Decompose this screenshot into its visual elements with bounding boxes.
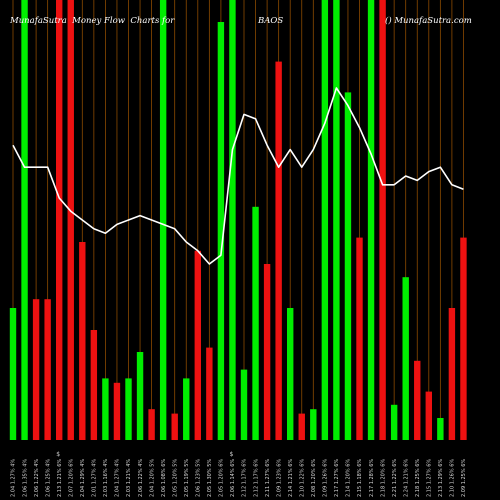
x-axis-label: 2.09 1.23% 6%	[276, 459, 282, 497]
bar-green	[125, 378, 132, 440]
bar-green	[367, 0, 375, 440]
bar-red	[460, 237, 467, 440]
x-axis-label: 2.13 1.21% 6%	[57, 459, 63, 497]
money-flow-bars	[9, 0, 467, 441]
x-axis-label: 2.01 1.27% 4%	[92, 459, 98, 497]
date-marker: $	[229, 451, 233, 458]
bar-red	[32, 299, 40, 440]
x-axis-label: 2.04 1.27% 4%	[11, 459, 17, 497]
bar-red	[44, 299, 51, 440]
bar-red	[298, 413, 305, 440]
bar-green	[159, 0, 167, 440]
x-axis-label: 2.06 1.08% 6%	[161, 459, 167, 497]
bar-green	[321, 0, 329, 440]
x-axis-label: 2.05 1.30% 5%	[207, 459, 213, 497]
x-axis-label: 2.09 1.26% 6%	[323, 459, 329, 497]
x-axis-label: 2.05 1.20% 5%	[172, 459, 178, 497]
x-axis-label: 2.04 1.27% 4%	[115, 459, 121, 497]
bar-red	[67, 0, 74, 440]
x-axis-label: 2.06 1.22% 4%	[34, 459, 40, 497]
x-axis-label: 2.07 1.20% 6%	[68, 459, 74, 497]
bar-green	[252, 206, 259, 440]
x-axis-label: 2.03 1.16% 4%	[103, 459, 109, 497]
bar-red	[113, 382, 121, 440]
x-axis-label: 2.05 1.19% 5%	[184, 459, 190, 497]
x-axis-label: 2.04 1.29% 4%	[80, 459, 86, 497]
bar-red	[206, 347, 213, 440]
x-axis-label: 2.13 1.29% 6%	[438, 459, 444, 497]
x-axis-label: 2.24 1.21% 6%	[403, 459, 409, 497]
bar-green	[344, 92, 352, 441]
bar-green	[183, 378, 190, 440]
x-axis-label: 2.03 1.21% 4%	[126, 459, 132, 497]
x-axis-label: 2.06 1.22% 4%	[138, 459, 144, 497]
bar-red	[171, 413, 178, 440]
x-axis-label: 2.17 1.27% 6%	[334, 459, 340, 497]
x-axis-labels: 2.04 1.27% 4% 2.06 1.35% 4% 2.06 1.22% 4% 2…	[11, 459, 467, 497]
x-axis-label: 2.14 1.21% 6%	[288, 459, 294, 497]
bar-green	[240, 369, 248, 440]
x-axis-label: 2.06 1.23% 5%	[196, 459, 202, 497]
x-axis-label: 2.06 1.35% 4%	[22, 459, 28, 497]
bar-green	[310, 409, 317, 440]
x-axis-label: 2.17 1.28% 6%	[369, 459, 375, 497]
x-axis-label: 2.06 1.25% 4%	[45, 459, 51, 497]
bar-red	[79, 242, 86, 440]
bar-red	[275, 61, 282, 440]
x-axis-label: 2.15 1.18% 6%	[357, 459, 363, 497]
bar-red	[263, 264, 271, 440]
x-axis-label: 2.10 1.22% 6%	[299, 459, 305, 497]
bar-red	[356, 237, 363, 440]
title-site: () MunafaSutra.com	[385, 15, 472, 26]
bar-red	[414, 360, 421, 440]
bar-green	[136, 352, 144, 440]
bar-red	[90, 330, 98, 440]
x-axis-label: 2.12 1.17% 6%	[253, 459, 259, 497]
x-axis-label: 2.12 1.17% 6%	[242, 459, 248, 497]
x-axis-label: 2.18 1.25% 6%	[415, 459, 421, 497]
bar-red	[379, 0, 386, 440]
bar-green	[437, 418, 444, 440]
x-axis-label: 2.04 1.20% 5%	[149, 459, 155, 497]
bar-red	[448, 308, 456, 440]
bar-green	[287, 308, 294, 440]
bar-green	[102, 378, 109, 440]
bar-red	[56, 0, 63, 440]
bar-red	[148, 409, 155, 440]
x-axis-label: 2.15 1.27% 6%	[427, 459, 433, 497]
bar-green	[390, 404, 398, 440]
bar-green	[333, 0, 340, 440]
x-axis-label: 2.14 1.20% 6%	[346, 459, 352, 497]
x-axis-label: 2.09 1.25% 6%	[461, 459, 467, 497]
bar-green	[217, 22, 225, 440]
x-axis-label: 2.21 1.22% 6%	[392, 459, 398, 497]
x-axis-label: 2.08 1.20% 6%	[311, 459, 317, 497]
bar-red	[425, 391, 432, 440]
x-axis-label: 2.10 1.26% 6%	[450, 459, 456, 497]
x-axis-label: 2.11 1.27% 6%	[265, 459, 271, 497]
x-axis-label: 2.06 1.14% 6%	[230, 459, 236, 497]
money-flow-line	[12, 87, 464, 265]
bar-green	[9, 308, 17, 440]
bar-green	[229, 0, 236, 440]
bar-green	[21, 0, 28, 440]
bar-red	[194, 250, 201, 440]
date-markers: $ $	[56, 451, 233, 458]
title-symbol: BAOS	[257, 16, 283, 26]
bar-green	[402, 277, 409, 440]
date-marker: $	[56, 451, 60, 458]
x-axis-label: 2.18 1.20% 6%	[380, 459, 386, 497]
title-left: MunafaSutra Money Flow Charts for	[9, 16, 175, 26]
x-axis-label: 2.05 1.20% 6%	[219, 459, 225, 497]
